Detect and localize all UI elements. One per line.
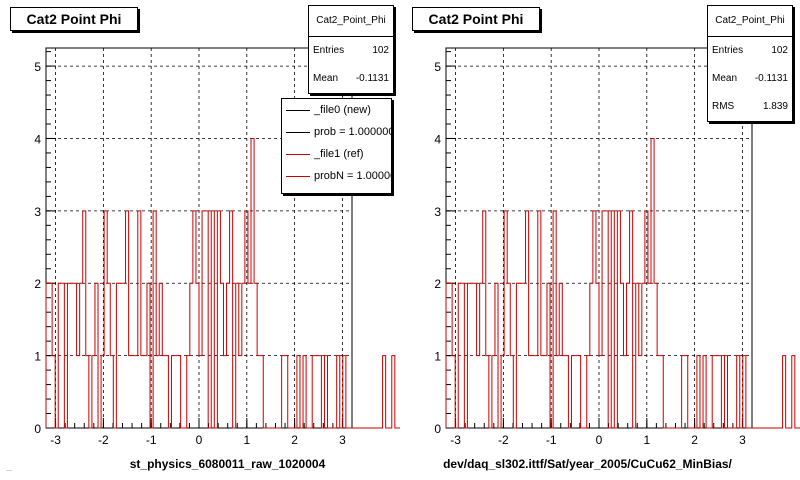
y-tick-label: 3 (434, 205, 441, 219)
left-stats-box: Cat2_Point_Phi Entries 102 Mean -0.1131 (308, 5, 394, 94)
x-tick-label: -2 (498, 433, 509, 447)
left-histogram-plot: -3 -2 -1 0 1 2 3 0 1 2 3 4 5 (34, 47, 400, 447)
x-tick-label: 1 (643, 433, 650, 447)
x-tick-label: 0 (196, 433, 203, 447)
histogram-series-line (45, 137, 400, 429)
y-tick-label: 2 (434, 277, 441, 291)
y-tick-label: 3 (34, 205, 41, 219)
left-stats-mean: Mean -0.1131 (313, 73, 389, 84)
y-tick-label: 5 (34, 60, 41, 74)
y-tick-label: 4 (34, 132, 41, 146)
right-stats-entries: Entries 102 (712, 45, 788, 56)
right-stats-box: Cat2_Point_Phi Entries 102 Mean -0.1131 RM… (707, 5, 793, 122)
left-stats-name: Cat2_Point_Phi (309, 6, 393, 37)
legend-item-probn: probN = 1.000000 (282, 165, 391, 187)
y-tick-label: 4 (434, 132, 441, 146)
x-tick-label: -2 (98, 433, 109, 447)
x-tick-label: -3 (450, 433, 461, 447)
footnote: ... (6, 466, 12, 473)
right-stats-mean: Mean -0.1131 (712, 73, 788, 84)
y-tick-label: 0 (34, 422, 41, 436)
left-stats-entries: Entries 102 (313, 45, 389, 56)
legend-item-prob: prob = 1.000000 (282, 121, 391, 143)
x-tick-label: 3 (739, 433, 746, 447)
right-stats-name: Cat2_Point_Phi (708, 6, 792, 37)
right-plot-title: Cat2 Point Phi (412, 7, 540, 31)
right-x-axis-label: dev/daq_sl302.ittf/Sat/year_2005/CuCu62_… (443, 457, 732, 471)
left-x-axis-label: st_physics_6080011_raw_1020004 (129, 457, 326, 471)
legend-item-file0: _file0 (new) (282, 99, 391, 121)
y-tick-label: 0 (434, 422, 441, 436)
x-tick-label: 2 (691, 433, 698, 447)
right-stats-rms: RMS 1.839 (712, 101, 788, 112)
x-tick-label: 0 (596, 433, 603, 447)
x-tick-label: -1 (146, 433, 157, 447)
x-tick-label: -3 (50, 433, 61, 447)
x-tick-label: 2 (291, 433, 298, 447)
y-tick-label: 1 (434, 350, 441, 364)
left-plot-title: Cat2 Point Phi (10, 7, 138, 31)
legend-item-file1: _file1 (ref) (282, 143, 391, 165)
y-tick-label: 5 (434, 60, 441, 74)
right-histogram-plot: -3 -2 -1 0 1 2 3 0 1 2 3 4 5 (434, 47, 800, 447)
histogram-series-line (445, 137, 800, 429)
y-tick-label: 2 (34, 277, 41, 291)
y-tick-label: 1 (34, 350, 41, 364)
x-tick-label: 3 (339, 433, 346, 447)
x-tick-label: 1 (243, 433, 250, 447)
left-legend: _file0 (new) prob = 1.000000 _file1 (ref… (281, 98, 392, 194)
x-tick-label: -1 (546, 433, 557, 447)
